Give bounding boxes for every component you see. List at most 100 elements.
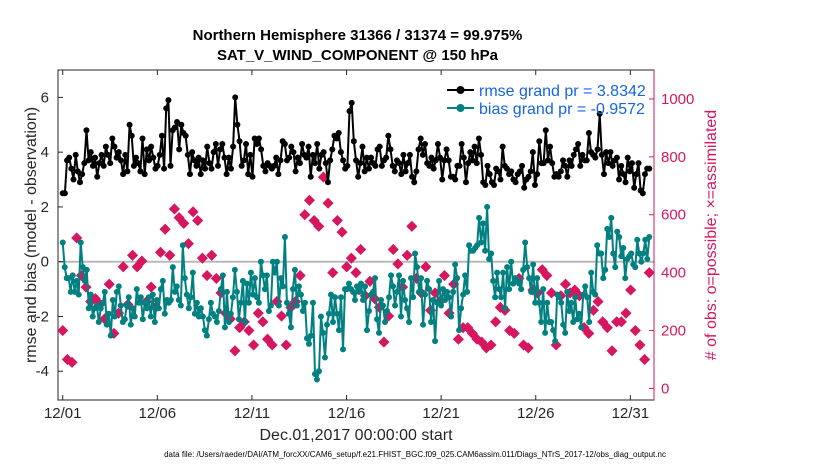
y-right-tick-label: 0: [661, 380, 669, 397]
bias-point: [380, 302, 387, 309]
bias-point: [179, 242, 186, 249]
rmse-point: [210, 149, 217, 156]
rmse-point: [411, 179, 418, 186]
bias-point: [237, 299, 244, 306]
rmse-point: [305, 143, 312, 150]
obs-count-marker: [164, 249, 176, 261]
rmse-point: [620, 171, 627, 178]
bias-point: [321, 354, 328, 361]
bias-point: [598, 250, 605, 257]
rmse-point: [163, 105, 170, 112]
obs-count-marker: [438, 269, 451, 282]
rmse-point: [361, 168, 368, 175]
rmse-point: [307, 173, 314, 180]
obs-count-marker: [355, 243, 367, 256]
x-tick-label: 12/06: [139, 405, 177, 422]
bias-point: [508, 258, 515, 265]
rmse-point: [391, 168, 398, 175]
obs-count-marker: [57, 324, 69, 337]
y-left-tick-label: 4: [41, 144, 49, 161]
obs-count-marker: [294, 269, 306, 282]
rmse-point: [286, 154, 293, 161]
bias-point: [620, 245, 627, 252]
rmse-point: [622, 179, 629, 186]
bias-point: [189, 269, 196, 276]
bias-point: [622, 275, 629, 282]
bias-point: [329, 318, 336, 325]
rmse-point: [603, 149, 610, 156]
bias-point: [59, 239, 66, 246]
rmse-point: [499, 143, 506, 150]
bias-point: [500, 269, 507, 276]
obs-count-marker: [466, 327, 478, 339]
rmse-point: [262, 168, 269, 175]
rmse-point: [126, 121, 133, 128]
rmse-point: [542, 127, 549, 134]
bias-point: [556, 294, 563, 301]
bias-point: [281, 234, 288, 241]
bias-point: [197, 305, 204, 312]
legend-bias-marker: [456, 104, 465, 112]
rmse-point: [148, 143, 155, 150]
bias-point: [640, 250, 647, 257]
bias-point: [450, 288, 457, 295]
bias-point: [384, 307, 391, 314]
bias-point: [478, 239, 485, 246]
bias-point: [99, 299, 106, 306]
rmse-point: [320, 149, 327, 156]
rmse-point: [460, 154, 467, 161]
rmse-point: [145, 157, 152, 164]
bias-point: [345, 280, 352, 287]
rmse-point: [445, 157, 452, 164]
bias-point: [480, 220, 487, 227]
bias-point: [295, 283, 302, 290]
obs-count-marker: [126, 249, 139, 261]
rmse-point: [413, 168, 420, 175]
rmse-point: [508, 168, 515, 175]
bias-point: [524, 264, 531, 271]
rmse-point: [363, 154, 370, 161]
bias-point: [139, 316, 146, 323]
rmse-point: [191, 157, 198, 164]
y-left-tick-label: -4: [36, 363, 49, 380]
obs-count-marker: [178, 217, 190, 229]
bias-point: [265, 307, 272, 314]
bias-point: [396, 272, 403, 279]
bias-point: [263, 272, 270, 279]
bias-point: [231, 266, 238, 273]
obs-count-marker: [257, 316, 269, 328]
obs-count-marker: [117, 261, 129, 273]
bias-point: [608, 214, 615, 221]
bias-point: [149, 291, 156, 298]
obs-count-marker: [261, 333, 274, 345]
bias-point: [125, 294, 132, 301]
bias-point: [564, 288, 571, 295]
obs-count-marker: [89, 293, 101, 305]
bias-point: [568, 299, 575, 306]
rmse-point: [626, 168, 633, 175]
obs-count-marker: [71, 232, 83, 244]
obs-count-marker: [350, 267, 362, 279]
rmse-point: [417, 135, 424, 142]
rmse-point: [83, 127, 90, 134]
bias-point: [386, 294, 393, 301]
rmse-point: [465, 160, 472, 167]
bias-point: [147, 313, 154, 320]
bias-point: [115, 283, 122, 290]
rmse-point: [368, 154, 375, 161]
rmse-point: [156, 151, 163, 158]
obs-count-marker: [299, 209, 311, 221]
bias-point: [390, 283, 397, 290]
bias-point: [287, 324, 294, 331]
bias-point: [105, 310, 112, 317]
y-left-tick-label: 0: [41, 254, 49, 271]
legend-bias-label: bias grand pr = -0.9572: [479, 101, 645, 118]
bias-point: [582, 283, 589, 290]
rmse-point: [560, 157, 567, 164]
obs-count-marker: [443, 307, 455, 319]
rmse-point: [189, 149, 196, 156]
rmse-point: [605, 160, 612, 167]
bias-point: [173, 283, 180, 290]
rmse-point: [609, 162, 616, 169]
